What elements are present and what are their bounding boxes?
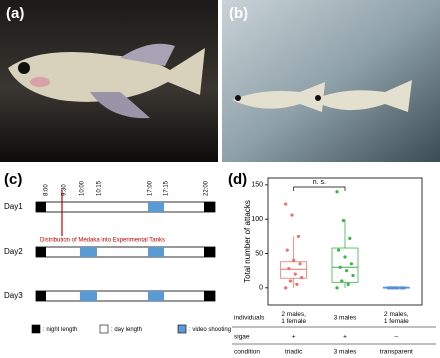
day-label: Day2 xyxy=(4,247,23,256)
night-block xyxy=(36,202,46,212)
y-tick-label: 50 xyxy=(255,250,263,257)
panel-label: (a) xyxy=(6,5,24,22)
table-cell: 2 males, xyxy=(384,311,409,318)
distribution-label: Distribution of Medaka into Experimental… xyxy=(40,238,165,244)
data-point xyxy=(338,265,342,269)
y-axis-label: Total number of attacks xyxy=(243,200,252,283)
time-label: 10:00 xyxy=(80,180,86,196)
data-point xyxy=(343,255,347,259)
data-point xyxy=(351,273,355,278)
y-tick-label: 100 xyxy=(251,216,263,223)
data-point xyxy=(295,282,299,287)
legend-label: : night length xyxy=(43,327,77,333)
photo-a xyxy=(0,0,218,162)
video-block xyxy=(148,247,164,257)
legend-swatch xyxy=(177,324,187,334)
data-point xyxy=(290,213,294,217)
data-point xyxy=(345,269,349,273)
row-label: condition xyxy=(234,349,260,356)
data-point xyxy=(285,248,289,252)
row-label: sigae xyxy=(234,334,250,341)
night-block xyxy=(36,247,46,257)
day-bar xyxy=(35,290,216,302)
table-cell: 3 males xyxy=(334,315,358,322)
data-point xyxy=(337,248,341,252)
table-cell: 2 males, xyxy=(281,311,306,318)
video-block xyxy=(80,291,97,301)
data-point xyxy=(296,234,301,238)
data-point xyxy=(298,262,302,266)
data-point xyxy=(284,286,288,290)
legend-label: : video shooting xyxy=(189,327,231,333)
data-point xyxy=(348,236,352,241)
box xyxy=(331,247,359,283)
video-block xyxy=(148,291,164,301)
night-block xyxy=(36,291,46,301)
legend-swatch xyxy=(31,324,41,334)
time-label: 22:00 xyxy=(204,180,210,196)
data-point xyxy=(340,279,344,283)
data-point xyxy=(335,286,339,290)
data-point xyxy=(287,267,291,271)
table-cell: + xyxy=(343,334,347,341)
panel-label: (d) xyxy=(228,171,247,188)
data-point xyxy=(396,286,400,290)
y-tick-label: 150 xyxy=(251,182,263,189)
day-bar xyxy=(35,246,216,258)
data-point xyxy=(341,218,345,223)
legend-swatch xyxy=(99,324,109,334)
data-point xyxy=(288,279,293,283)
row-label: individuals xyxy=(234,315,265,322)
data-point xyxy=(335,190,339,194)
video-block xyxy=(80,247,97,257)
table-cell: – xyxy=(395,334,399,341)
data-point xyxy=(293,272,297,276)
significance-bracket xyxy=(293,186,346,191)
time-label: 17:15 xyxy=(164,180,170,196)
data-point xyxy=(402,286,406,290)
video-block xyxy=(148,202,164,212)
data-point xyxy=(284,202,288,206)
photo-b xyxy=(222,0,440,162)
table-cell: + xyxy=(292,334,296,341)
panel-label: (c) xyxy=(4,171,22,188)
day-bar xyxy=(35,201,216,213)
box xyxy=(280,261,308,279)
data-point xyxy=(349,262,353,266)
plot-frame xyxy=(267,177,423,306)
time-label: 10:15 xyxy=(97,180,103,196)
table-cell: transparent xyxy=(380,349,413,356)
time-label: 9:30 xyxy=(62,184,68,196)
day-label: Day1 xyxy=(4,202,23,211)
data-point xyxy=(391,286,395,290)
data-point xyxy=(300,275,304,280)
data-point xyxy=(292,258,296,262)
y-tick-label: 0 xyxy=(259,285,263,292)
night-block xyxy=(204,247,215,257)
panel-label: (b) xyxy=(229,5,248,22)
table-cell: 1 female xyxy=(384,318,409,325)
night-block xyxy=(204,291,215,301)
table-cell: 3 males xyxy=(334,349,358,356)
table-cell: triadic xyxy=(285,349,303,356)
table-cell: 1 female xyxy=(281,318,306,325)
day-label: Day3 xyxy=(4,291,23,300)
data-point xyxy=(346,282,350,287)
significance-label: n. s. xyxy=(313,179,326,186)
time-label: 17:00 xyxy=(148,180,154,196)
time-label: 8:00 xyxy=(44,184,50,196)
night-block xyxy=(204,202,215,212)
legend-label: : day length xyxy=(111,327,142,333)
